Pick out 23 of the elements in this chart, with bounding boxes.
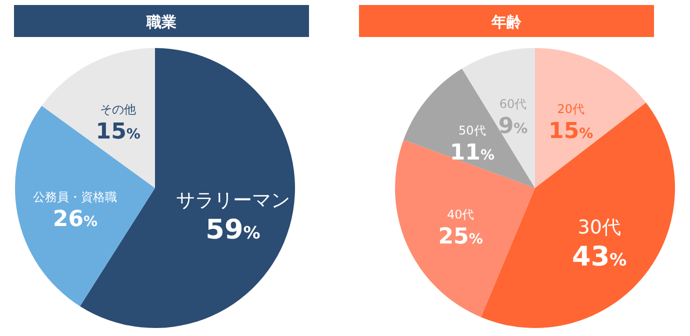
data-label: 15%	[548, 119, 594, 144]
slice-label: 50代	[458, 124, 486, 138]
data-label: 9%	[498, 114, 528, 139]
data-label: 59%	[206, 214, 260, 246]
pie-slice	[404, 68, 535, 188]
data-label: 43%	[572, 242, 627, 273]
slice-label: 60代	[499, 96, 527, 111]
data-label: 26%	[52, 207, 98, 232]
data-label: 15%	[96, 120, 140, 145]
pie-slice	[395, 140, 535, 318]
slice-label: 20代	[557, 102, 585, 116]
chart-title: 職業	[146, 13, 176, 31]
pie-slice	[535, 48, 646, 188]
slice-label: その他	[100, 102, 136, 117]
data-label: 11%	[450, 140, 495, 166]
data-label: 25%	[438, 224, 483, 250]
slice-label: 公務員・資格職	[33, 190, 118, 204]
slice-label: 40代	[446, 208, 474, 222]
slice-label: 30代	[578, 216, 621, 239]
slice-label: サラリーマン	[176, 190, 290, 212]
pie-slice	[42, 48, 155, 188]
pie-slice	[15, 106, 155, 306]
chart-title: 年齢	[490, 13, 522, 31]
